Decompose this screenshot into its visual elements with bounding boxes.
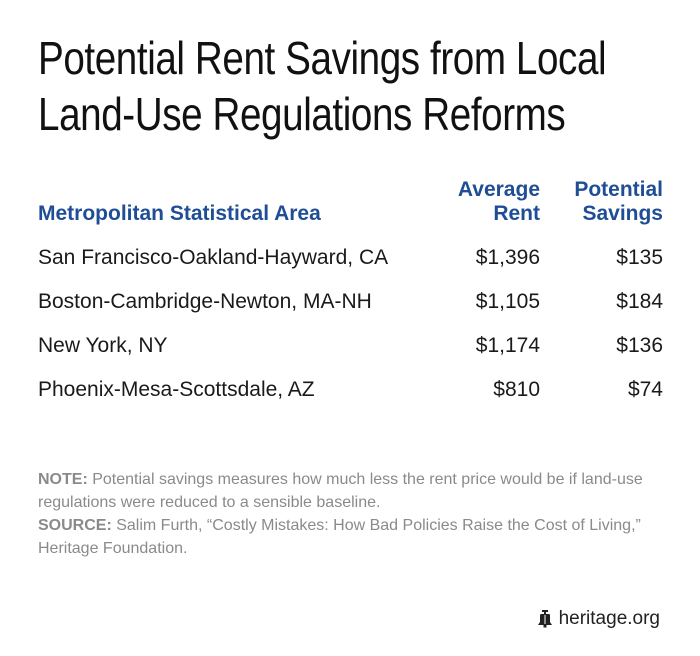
table-header-row: Metropolitan Statistical Area Average Re…: [38, 178, 663, 236]
row-savings: $74: [627, 378, 663, 401]
row-savings: $184: [616, 290, 663, 313]
notes-block: NOTE: Potential savings measures how muc…: [38, 468, 668, 560]
title-line-2: Land-Use Regulations Reforms: [38, 88, 566, 140]
source-label: SOURCE:: [38, 517, 112, 534]
row-area: Phoenix-Mesa-Scottsdale, AZ: [38, 378, 315, 401]
note: NOTE: Potential savings measures how muc…: [38, 468, 668, 514]
row-area: Boston-Cambridge-Newton, MA-NH: [38, 290, 372, 313]
row-savings: $135: [616, 246, 663, 269]
table-row: Boston-Cambridge-Newton, MA-NH $1,105 $1…: [38, 280, 663, 324]
footer: heritage.org: [537, 608, 660, 630]
row-rent: $1,105: [475, 290, 540, 313]
row-rent: $810: [493, 378, 540, 401]
row-rent: $1,174: [475, 334, 540, 357]
liberty-bell-icon: [537, 610, 552, 628]
row-savings: $136: [616, 334, 663, 357]
header-average-rent-line-2: Rent: [493, 202, 540, 225]
note-label: NOTE:: [38, 471, 88, 488]
header-average-rent-line-1: Average: [457, 178, 540, 201]
row-area: San Francisco-Oakland-Hayward, CA: [38, 246, 389, 269]
source-text: Salim Furth, “Costly Mistakes: How Bad P…: [38, 517, 641, 557]
header-potential-savings-line-2: Savings: [582, 202, 663, 225]
title-line-1: Potential Rent Savings from Local: [38, 32, 607, 84]
table-row: San Francisco-Oakland-Hayward, CA $1,396…: [38, 236, 663, 280]
chart-title: Potential Rent Savings from Local Land-U…: [38, 30, 607, 142]
footer-site[interactable]: heritage.org: [558, 608, 660, 629]
header-average-rent: Average Rent: [448, 178, 540, 236]
rent-savings-table: Metropolitan Statistical Area Average Re…: [38, 178, 663, 412]
row-rent: $1,396: [475, 246, 540, 269]
note-text: Potential savings measures how much less…: [38, 471, 643, 511]
source: SOURCE: Salim Furth, “Costly Mistakes: H…: [38, 514, 668, 560]
header-potential-savings: Potential Savings: [540, 178, 663, 236]
header-potential-savings-line-1: Potential: [574, 178, 663, 201]
table-row: Phoenix-Mesa-Scottsdale, AZ $810 $74: [38, 368, 663, 412]
header-area: Metropolitan Statistical Area: [38, 202, 321, 225]
row-area: New York, NY: [38, 334, 168, 357]
table-row: New York, NY $1,174 $136: [38, 324, 663, 368]
